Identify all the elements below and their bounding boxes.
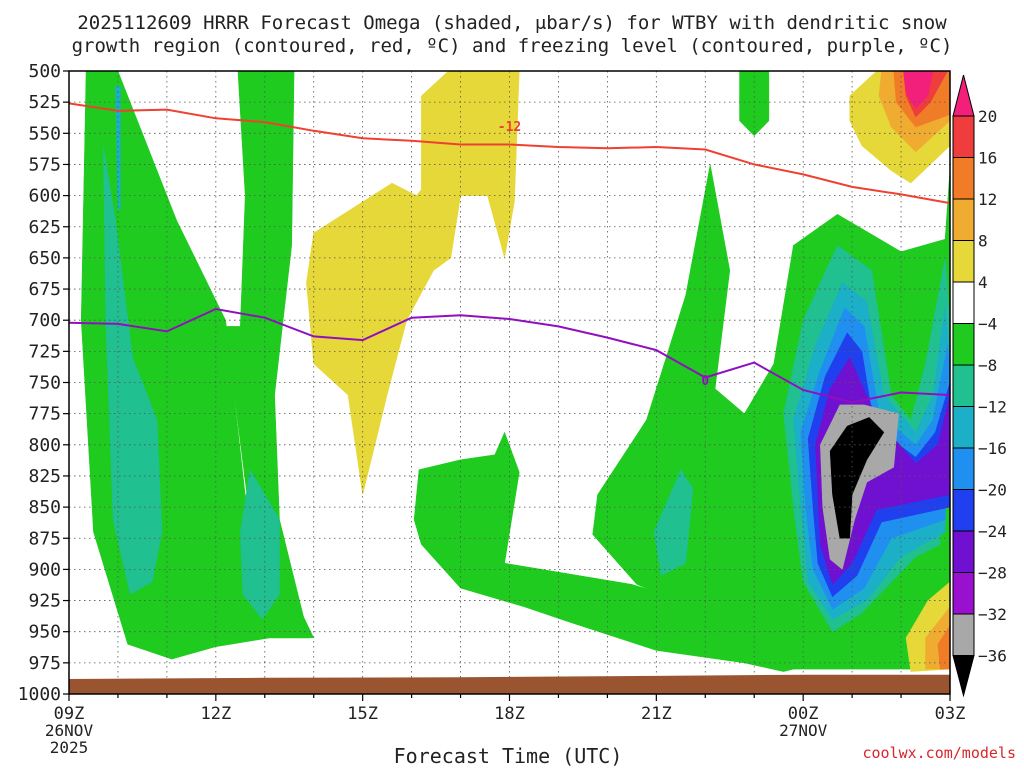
x-tick-label: 21Z	[641, 704, 672, 724]
colorbar: 20 16 12 8 4 −4 −8 −12 −16 −20 −24 −28 −32 −36	[952, 74, 1007, 698]
y-tick-label: 925	[28, 591, 61, 612]
y-tick-label: 825	[28, 466, 61, 487]
colorbar-label: 12	[978, 190, 997, 209]
y-axis: 500 525 550 575 600 625 650 675 700 725 750 775 800 8…	[18, 61, 69, 705]
plot-area	[69, 71, 950, 694]
omega-region-9	[115, 85, 121, 211]
colorbar-swatch	[952, 572, 975, 615]
omega-region-1	[225, 71, 310, 639]
freezing-level-line	[69, 307, 950, 404]
colorbar-label: 16	[978, 149, 997, 168]
y-tick-label: 675	[28, 279, 61, 300]
y-tick-label: 625	[28, 217, 61, 238]
colorbar-label: −28	[978, 564, 1007, 583]
colorbar-swatch	[952, 323, 975, 366]
omega-region-15	[829, 417, 885, 539]
colorbar-label: −24	[978, 522, 1007, 541]
colorbar-label: 4	[978, 273, 988, 292]
y-tick-label: 525	[28, 92, 61, 113]
omega-region-7	[653, 469, 694, 576]
y-tick-label: 950	[28, 622, 61, 643]
x-tick-label: 03Z	[935, 704, 966, 724]
colorbar-swatch	[952, 489, 975, 532]
omega-region-22	[937, 625, 950, 670]
y-tick-label: 975	[28, 653, 61, 674]
grid	[69, 71, 950, 694]
x-tick-year: 2025	[50, 738, 89, 757]
colorbar-swatch	[952, 157, 975, 200]
colorbar-label: −12	[978, 398, 1007, 417]
omega-shading	[80, 71, 950, 672]
credit-link[interactable]: coolwx.com/models	[862, 744, 1016, 762]
colorbar-label: −36	[978, 647, 1007, 666]
x-tick-label: 12Z	[200, 704, 231, 724]
x-tick-date: 27NOV	[779, 721, 828, 740]
x-tick-label: 15Z	[347, 704, 378, 724]
colorbar-swatch	[952, 447, 975, 490]
colorbar-swatch	[952, 198, 975, 241]
x-tick-date: 26NOV	[45, 721, 94, 740]
omega-region-4	[739, 71, 770, 137]
colorbar-swatch	[952, 530, 975, 573]
freezing-level-label: 0	[701, 374, 709, 389]
colorbar-bottom-arrow	[952, 655, 975, 698]
colorbar-swatch	[952, 406, 975, 449]
omega-region-24	[903, 71, 934, 109]
y-tick-label: 800	[28, 435, 61, 456]
y-tick-label: 750	[28, 373, 61, 394]
contour-labels: -12 0	[498, 120, 710, 389]
colorbar-label: −8	[978, 356, 997, 375]
ground-strip	[69, 674, 950, 694]
dgz-isotherm-label: -12	[498, 120, 521, 135]
y-tick-label: 775	[28, 404, 61, 425]
colorbar-swatch	[952, 240, 975, 283]
x-tick-label: 18Z	[494, 704, 525, 724]
y-tick-label: 850	[28, 497, 61, 518]
y-tick-label: 875	[28, 528, 61, 549]
y-tick-label: 650	[28, 248, 61, 269]
colorbar-swatch	[952, 364, 975, 407]
y-tick-label: 1000	[18, 684, 61, 705]
y-tick-label: 700	[28, 310, 61, 331]
y-tick-label: 575	[28, 154, 61, 175]
x-tick-label: 00Z	[788, 704, 819, 724]
colorbar-swatch	[952, 613, 975, 656]
x-tick-label: 09Z	[54, 704, 85, 724]
x-axis-label: Forecast Time (UTC)	[394, 744, 623, 768]
colorbar-label: 8	[978, 232, 988, 251]
ground	[69, 674, 950, 694]
colorbar-label: −4	[978, 315, 997, 334]
y-tick-label: 725	[28, 341, 61, 362]
colorbar-label: −32	[978, 605, 1007, 624]
y-tick-label: 550	[28, 123, 61, 144]
colorbar-top-arrow	[952, 74, 975, 117]
y-tick-label: 500	[28, 61, 61, 82]
contours	[69, 102, 950, 404]
y-tick-label: 900	[28, 559, 61, 580]
chart-title-line1: 2025112609 HRRR Forecast Omega (shaded, …	[77, 12, 947, 34]
dgz-isotherm-line	[69, 102, 950, 205]
colorbar-swatch	[952, 115, 975, 158]
colorbar-label: 20	[978, 107, 997, 126]
colorbar-label: −20	[978, 481, 1007, 500]
colorbar-swatch	[952, 281, 975, 324]
colorbar-label: −16	[978, 439, 1007, 458]
y-tick-label: 600	[28, 186, 61, 207]
omega-region-16	[306, 71, 520, 495]
chart-title-line2: growth region (contoured, red, ºC) and f…	[72, 35, 953, 57]
